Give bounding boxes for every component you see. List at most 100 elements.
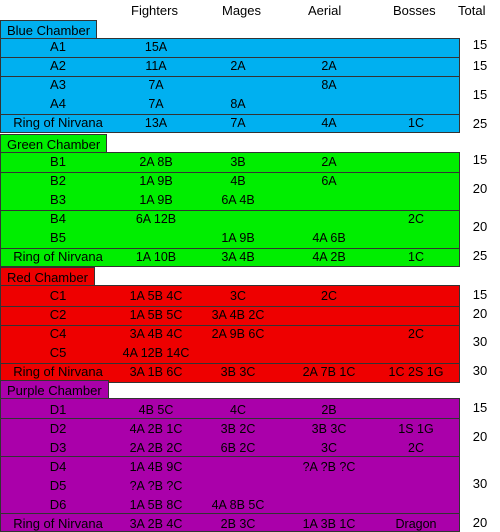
fighters-cell: 7A [148, 97, 164, 111]
mages-cell: 2A [230, 59, 246, 73]
total-value: 20 [472, 306, 488, 321]
fighters-cell: 2A 8B [139, 155, 173, 169]
bosses-cell: 1S 1G [398, 422, 434, 436]
total-value: 20 [472, 181, 488, 196]
fighters-cell: 4B 5C [138, 403, 174, 417]
fighters-cell: 1A 5B 5C [129, 308, 183, 322]
column-header-bosses: Bosses [393, 3, 436, 18]
row-divider [0, 363, 460, 364]
row-divider [0, 57, 460, 58]
column-header-aerial: Aerial [308, 3, 342, 18]
room-name: A1 [50, 39, 66, 54]
section-block-purple [0, 398, 460, 532]
row-divider [0, 418, 460, 419]
room-name: Ring of Nirvana [13, 516, 103, 531]
aerial-cell: 3C [321, 441, 337, 455]
aerial-cell: 2A [321, 155, 337, 169]
room-name: C1 [49, 288, 67, 303]
mages-cell: 4B [230, 174, 246, 188]
mages-cell: 3C [230, 289, 246, 303]
total-value: 20 [472, 515, 488, 530]
room-name: Ring of Nirvana [13, 249, 103, 264]
total-value: 15 [472, 152, 488, 167]
fighters-cell: 3A 4B 4C [129, 327, 183, 341]
room-name: B2 [50, 173, 66, 188]
aerial-cell: 2C [321, 289, 337, 303]
mages-cell: 3B [230, 155, 246, 169]
fighters-cell: 1A 10B [135, 250, 177, 264]
aerial-cell: 6A [321, 174, 337, 188]
aerial-cell: 4A 6B [312, 231, 346, 245]
total-value: 20 [472, 429, 488, 444]
mages-cell: 3A 4B [221, 250, 255, 264]
section-title-blue: Blue Chamber [0, 20, 98, 39]
room-name: D5 [49, 478, 67, 493]
mages-cell: 1A 9B [221, 231, 255, 245]
room-name: Ring of Nirvana [13, 115, 103, 130]
row-divider [0, 306, 460, 307]
mages-cell: 8A [230, 97, 246, 111]
total-value: 25 [472, 116, 488, 131]
aerial-cell: 4A [321, 116, 337, 130]
aerial-cell: 4A 2B [312, 250, 346, 264]
aerial-cell: 8A [321, 78, 337, 92]
section-title-red: Red Chamber [0, 267, 95, 286]
room-name: A3 [50, 77, 66, 92]
section-block-green [0, 152, 460, 267]
section-block-blue [0, 38, 460, 133]
room-name: B5 [50, 230, 66, 245]
aerial-cell: 1A 3B 1C [302, 517, 356, 531]
room-name: Ring of Nirvana [13, 364, 103, 379]
total-value: 30 [472, 334, 488, 349]
room-name: D1 [49, 402, 67, 417]
aerial-cell: 2B [321, 403, 337, 417]
mages-cell: 4A 8B 5C [211, 498, 265, 512]
row-divider [0, 513, 460, 514]
fighters-cell: 1A 9B [139, 193, 173, 207]
room-name: B3 [50, 192, 66, 207]
bosses-cell: 1C [408, 250, 424, 264]
section-block-red [0, 285, 460, 383]
fighters-cell: 3A 2B 4C [129, 517, 183, 531]
mages-cell: 3B 3C [220, 365, 256, 379]
row-divider [0, 76, 460, 77]
fighters-cell: 6A 12B [135, 212, 177, 226]
aerial-cell: 3B 3C [311, 422, 347, 436]
total-value: 15 [472, 58, 488, 73]
fighters-cell: 1A 5B 8C [129, 498, 183, 512]
bosses-cell: 2C [408, 212, 424, 226]
mages-cell: 2A 9B 6C [211, 327, 265, 341]
mages-cell: 3B 2C [220, 422, 256, 436]
total-value: 15 [472, 37, 488, 52]
mages-cell: 6A 4B [221, 193, 255, 207]
total-value: 30 [472, 476, 488, 491]
fighters-cell: 13A [144, 116, 168, 130]
room-name: D3 [49, 440, 67, 455]
room-name: D6 [49, 497, 67, 512]
row-divider [0, 248, 460, 249]
fighters-cell: 2A 2B 2C [129, 441, 183, 455]
fighters-cell: 1A 9B [139, 174, 173, 188]
column-header-fighters: Fighters [131, 3, 178, 18]
row-divider [0, 325, 460, 326]
total-value: 25 [472, 248, 488, 263]
mages-cell: 6B 2C [220, 441, 256, 455]
fighters-cell: 1A 5B 4C [129, 289, 183, 303]
mages-cell: 2B 3C [220, 517, 256, 531]
fighters-cell: 11A [145, 59, 167, 73]
room-name: A4 [50, 96, 66, 111]
room-name: B1 [50, 154, 66, 169]
mages-cell: 4C [230, 403, 246, 417]
section-title-green: Green Chamber [0, 134, 108, 153]
fighters-cell: 3A 1B 6C [129, 365, 183, 379]
fighters-cell: 4A 12B 14C [122, 346, 190, 360]
section-title-purple: Purple Chamber [0, 380, 109, 399]
bosses-cell: 2C [408, 441, 424, 455]
room-name: C5 [49, 345, 67, 360]
mages-cell: 3A 4B 2C [211, 308, 265, 322]
column-header-total: Total [458, 3, 486, 18]
room-name: D4 [49, 459, 67, 474]
bosses-cell: 1C [408, 116, 424, 130]
bosses-cell: 2C [408, 327, 424, 341]
room-name: B4 [50, 211, 66, 226]
